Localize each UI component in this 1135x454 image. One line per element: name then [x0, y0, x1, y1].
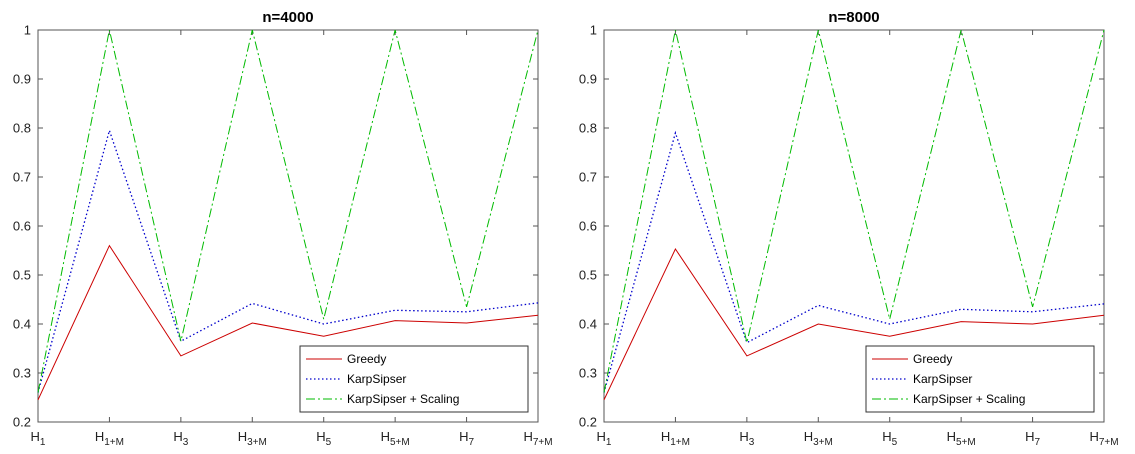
chart-title: n=4000 — [262, 9, 313, 26]
series-line-greedy — [603, 247, 1105, 401]
y-tick-label: 0.4 — [579, 317, 597, 332]
y-tick-label: 0.9 — [13, 72, 31, 87]
x-tick-label: H5 — [882, 429, 897, 448]
x-tick-label: H7 — [459, 429, 474, 448]
y-tick-label: 0.5 — [13, 268, 31, 283]
x-tick-label: H3 — [739, 429, 754, 448]
x-tick-label: H5 — [316, 429, 331, 448]
y-tick-label: 0.7 — [13, 170, 31, 185]
x-tick-label: H1 — [31, 429, 46, 448]
x-tick-label: H7+M — [523, 429, 552, 448]
legend-entry: KarpSipser — [347, 372, 406, 386]
x-tick-label: H1 — [597, 429, 612, 448]
chart-panel-2: n=8000 0.2 0.3 0.4 0.5 0.6 0.7 0.8 0.9 1 H1 H1+M H3 H… — [579, 9, 1119, 448]
y-tick-label: 0.2 — [13, 415, 31, 430]
y-tick-label: 0.6 — [579, 219, 597, 234]
y-tick-label: 0.3 — [579, 366, 597, 381]
legend: Greedy KarpSipser KarpSipser + Scaling — [865, 345, 1095, 413]
legend-entry: Greedy — [347, 352, 386, 366]
chart-title: n=8000 — [828, 9, 879, 26]
y-tick-label: 0.9 — [579, 72, 597, 87]
y-tick-label: 1 — [590, 23, 597, 38]
y-tick-label: 0.7 — [579, 170, 597, 185]
series-line-karpsipser — [603, 130, 1105, 393]
x-tick-label: H7 — [1025, 429, 1040, 448]
y-tick-label: 0.4 — [13, 317, 31, 332]
x-tick-label: H1+M — [661, 429, 690, 448]
y-tick-label: 0.5 — [579, 268, 597, 283]
series-line-karpsipser — [37, 128, 539, 393]
x-tick-label: H3+M — [804, 429, 833, 448]
x-tick-label: H1+M — [95, 429, 124, 448]
legend-entry: Greedy — [913, 352, 952, 366]
x-tick-label: H3 — [173, 429, 188, 448]
x-tick-label: H7+M — [1089, 429, 1118, 448]
x-tick-label: H3+M — [238, 429, 267, 448]
series-line-karpsipser-scaling — [37, 29, 539, 393]
y-tick-label: 1 — [24, 23, 31, 38]
y-tick-label: 0.8 — [13, 121, 31, 136]
chart-panel-1: n=4000 0.2 0.3 0.4 0.5 0.6 0.7 0.8 0.9 1 H1 H1+M H3 H… — [13, 9, 553, 448]
x-tick-label: H5+M — [381, 429, 410, 448]
x-tick-label: H5+M — [947, 429, 976, 448]
y-tick-label: 0.6 — [13, 219, 31, 234]
legend: Greedy KarpSipser KarpSipser + Scaling — [299, 345, 529, 413]
series-line-greedy — [37, 244, 539, 401]
y-tick-label: 0.8 — [579, 121, 597, 136]
legend-entry: KarpSipser + Scaling — [913, 392, 1025, 406]
y-tick-label: 0.2 — [579, 415, 597, 430]
legend-entry: KarpSipser — [913, 372, 972, 386]
y-tick-label: 0.3 — [13, 366, 31, 381]
series-line-karpsipser-scaling — [603, 29, 1105, 393]
legend-entry: KarpSipser + Scaling — [347, 392, 459, 406]
